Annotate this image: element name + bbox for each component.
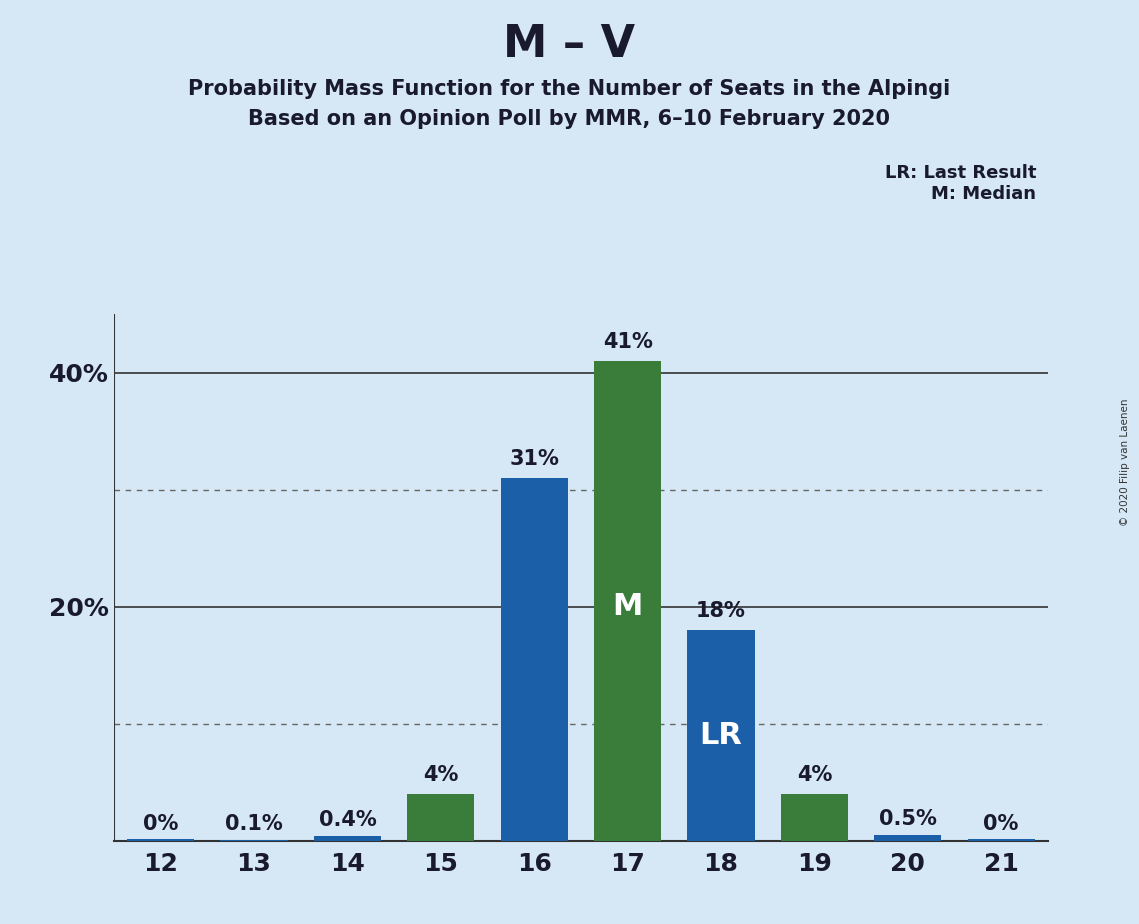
Bar [967,839,1035,841]
Text: 0.4%: 0.4% [319,810,376,831]
Bar [874,835,942,841]
Bar [407,794,475,841]
Text: 0%: 0% [142,814,179,833]
Text: 0.1%: 0.1% [226,814,282,833]
Text: LR: Last Result: LR: Last Result [885,164,1036,181]
Text: 0%: 0% [983,814,1019,833]
Text: M: Median: M: Median [932,185,1036,202]
Bar [313,836,382,841]
Text: 4%: 4% [423,765,459,784]
Bar [126,839,195,841]
Text: 41%: 41% [603,332,653,352]
Text: © 2020 Filip van Laenen: © 2020 Filip van Laenen [1121,398,1130,526]
Text: 31%: 31% [509,449,559,468]
Text: LR: LR [699,721,743,750]
Text: 0.5%: 0.5% [879,809,936,829]
Text: M – V: M – V [503,23,636,67]
Text: Based on an Opinion Poll by MMR, 6–10 February 2020: Based on an Opinion Poll by MMR, 6–10 Fe… [248,109,891,129]
Text: M: M [613,592,642,621]
Bar [687,630,755,841]
Text: 4%: 4% [796,765,833,784]
Bar [593,361,662,841]
Bar [780,794,849,841]
Text: 18%: 18% [696,601,746,621]
Bar [220,840,288,841]
Bar [500,478,568,841]
Text: Probability Mass Function for the Number of Seats in the Alpingi: Probability Mass Function for the Number… [188,79,951,99]
